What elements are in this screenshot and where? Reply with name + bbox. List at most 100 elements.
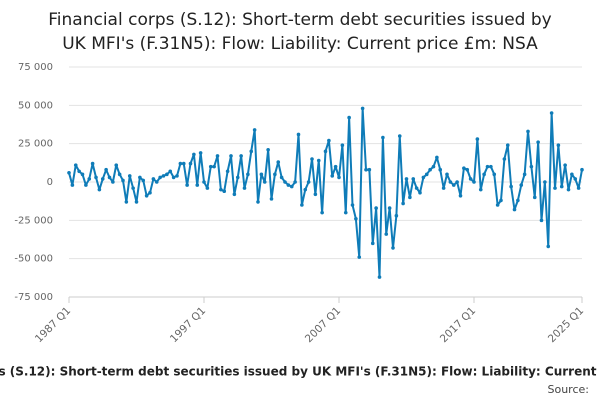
data-point (300, 203, 304, 207)
data-point (97, 187, 102, 192)
data-point (87, 177, 92, 181)
data-point (539, 218, 544, 223)
data-point (337, 175, 341, 180)
data-point (364, 167, 368, 172)
data-point (505, 143, 510, 147)
data-point (354, 217, 358, 221)
data-point (556, 143, 561, 147)
data-point (357, 255, 362, 259)
data-point (286, 183, 291, 187)
data-point (181, 161, 186, 166)
chart-title: Financial corps (S.12): Short-term debt … (48, 10, 551, 30)
y-tick-label: -50 000 (14, 254, 53, 265)
data-point (154, 180, 159, 184)
data-point (576, 186, 581, 190)
data-point (408, 195, 412, 200)
data-point (492, 172, 497, 177)
data-point (178, 161, 183, 166)
data-point (448, 180, 453, 184)
data-point (465, 167, 470, 172)
data-point (330, 174, 335, 178)
data-point (273, 172, 277, 177)
y-tick-label: -75 000 (14, 292, 53, 303)
data-point (350, 203, 355, 207)
data-point (549, 111, 554, 115)
data-point (384, 232, 389, 236)
data-point (293, 180, 297, 184)
data-point (144, 194, 149, 198)
data-point (323, 149, 328, 154)
data-point (84, 183, 88, 187)
data-point (94, 175, 98, 180)
data-point (114, 163, 119, 167)
data-point (516, 198, 520, 203)
data-point (401, 201, 405, 206)
data-point (391, 246, 395, 250)
data-point (134, 200, 139, 204)
data-point (208, 164, 213, 169)
data-point (222, 189, 227, 193)
data-point (138, 175, 142, 180)
data-point (165, 172, 169, 177)
data-point (188, 161, 193, 166)
x-tick-label: 2025 Q1 (546, 305, 586, 345)
data-point (418, 190, 422, 195)
data-point (212, 164, 216, 169)
data-point (289, 184, 294, 189)
data-point (512, 207, 517, 212)
data-point (435, 155, 439, 160)
data-point (225, 169, 230, 174)
y-tick-label: 0 (47, 177, 53, 188)
data-point (529, 164, 534, 169)
data-point (77, 169, 81, 174)
data-point (235, 175, 240, 180)
data-point (509, 184, 513, 189)
x-axis-label: Financial corps (S.12): Short-term debt … (0, 365, 600, 379)
data-point (306, 180, 311, 184)
data-point (127, 174, 132, 178)
data-point (232, 192, 237, 197)
data-point (553, 186, 557, 190)
data-point (124, 200, 129, 204)
data-point (141, 178, 146, 183)
data-point (475, 137, 480, 141)
data-point (374, 206, 378, 210)
data-point (532, 195, 537, 200)
data-point (310, 157, 314, 161)
data-point (171, 175, 176, 180)
y-tick-label: 75 000 (18, 62, 53, 73)
data-point (367, 167, 372, 172)
data-point (104, 167, 108, 172)
data-point (580, 167, 584, 172)
data-point (256, 200, 260, 204)
data-point (158, 175, 162, 180)
data-point (269, 197, 274, 201)
series-line (68, 107, 583, 279)
data-point (468, 177, 473, 181)
data-point (472, 180, 476, 184)
data-point (340, 143, 345, 147)
data-point (131, 186, 135, 190)
data-point (215, 154, 220, 158)
data-point (313, 192, 318, 197)
data-point (246, 172, 250, 177)
data-point (80, 172, 85, 177)
data-point (387, 206, 392, 210)
data-point (377, 275, 382, 279)
data-point (566, 187, 571, 192)
data-point (543, 180, 547, 184)
data-point (499, 198, 503, 203)
y-tick-label: 25 000 (18, 139, 53, 150)
data-point (229, 154, 233, 158)
data-point (242, 186, 247, 190)
y-tick-label: 50 000 (18, 100, 53, 111)
data-point (283, 180, 287, 184)
chart-title: UK MFI's (F.31N5): Flow: Liability: Curr… (62, 34, 538, 54)
data-point (546, 244, 551, 249)
data-point (100, 177, 105, 181)
data-point (320, 210, 324, 215)
data-point (495, 203, 500, 207)
data-point (202, 180, 206, 184)
data-point (570, 172, 574, 177)
